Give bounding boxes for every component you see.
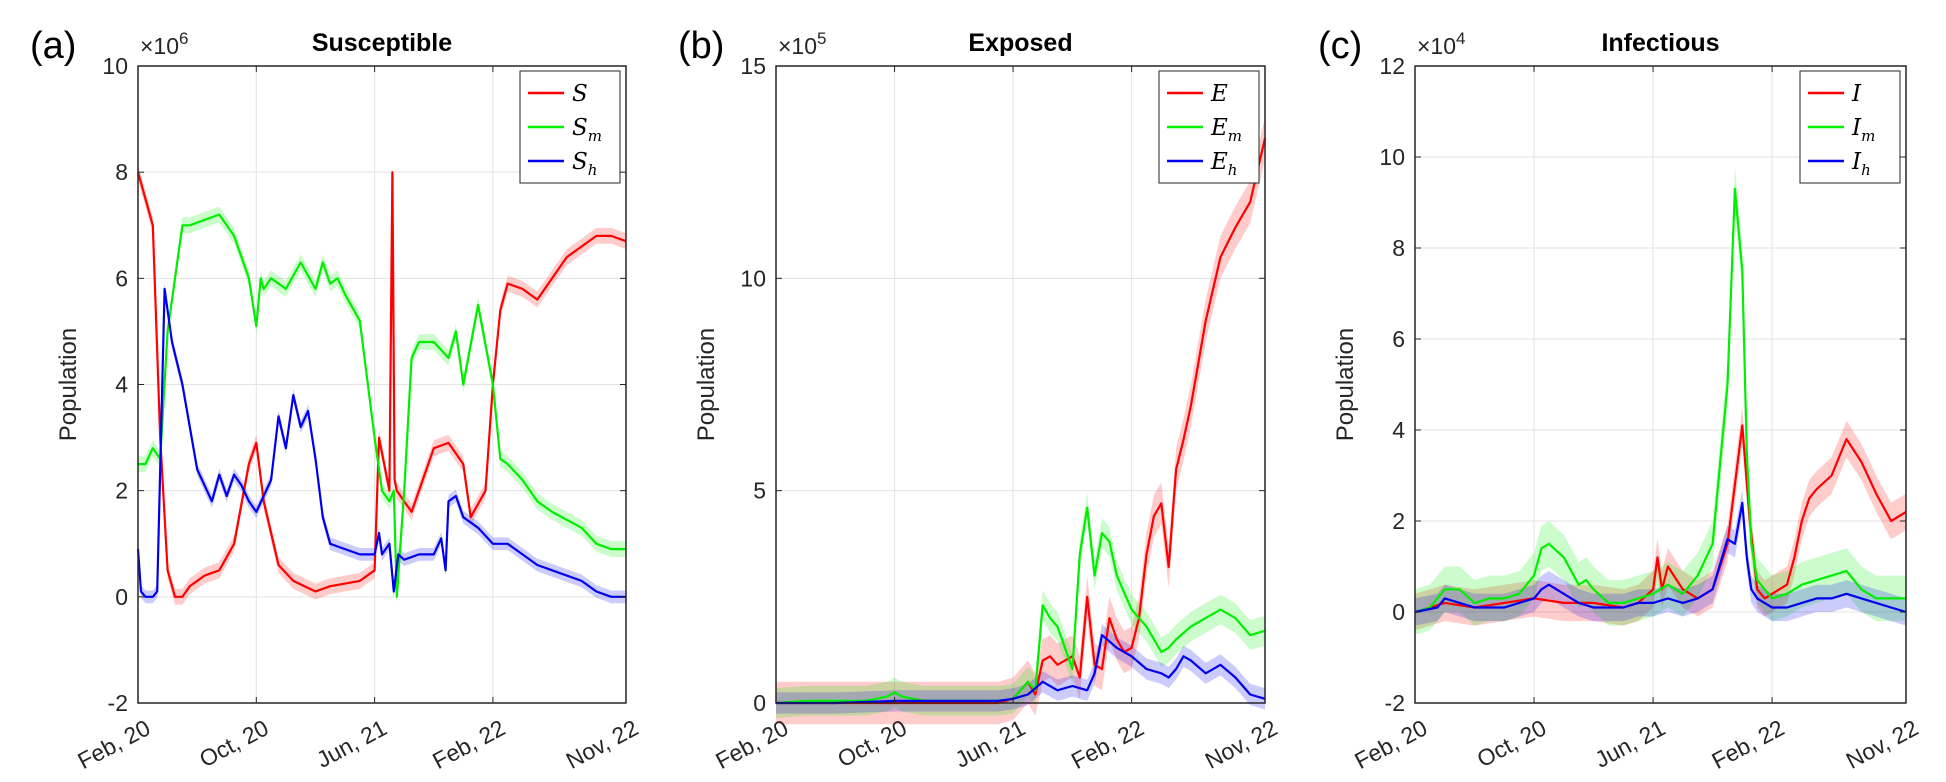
y-axis-label: Population	[55, 328, 82, 441]
series-band-eh	[776, 624, 1265, 714]
y-tick-label: 2	[115, 478, 128, 504]
exponent-base: ×10	[778, 33, 817, 59]
legend-entry: Em	[1210, 115, 1242, 145]
x-tick-label: Jun, 21	[1591, 714, 1670, 772]
legend-subscript: h	[588, 161, 598, 179]
legend-symbol: I	[1851, 81, 1862, 107]
y-tick-label: 10	[1379, 144, 1405, 170]
y-axis-label: Population	[693, 328, 720, 441]
plot-border	[1414, 65, 1907, 704]
series-band-ih	[1415, 489, 1906, 626]
plot-border	[775, 65, 1266, 704]
y-tick-label: -2	[108, 690, 128, 716]
y-tick-label: 2	[1392, 508, 1405, 534]
legend-symbol: S	[572, 115, 588, 141]
series-line-ih	[1414, 501, 1907, 614]
exponent-power: 5	[817, 29, 826, 48]
chart-title: Exposed	[968, 29, 1072, 57]
series-line-em	[775, 506, 1266, 705]
y-tick-label: 8	[115, 159, 128, 185]
series-line-eh	[776, 633, 1266, 705]
panel-1: -2 0 2 4 6 8 10 Feb, 20 Oct, 20 Jun, 21 Feb, 22 Nov…	[30, 25, 642, 774]
exponent-base: ×10	[1417, 33, 1456, 59]
y-tick-label: -2	[1385, 690, 1405, 716]
series-band-e	[776, 117, 1265, 725]
y-exponent: ×104	[1417, 29, 1465, 59]
panel-label: (b)	[678, 25, 724, 67]
y-tick-label: 0	[1392, 599, 1405, 625]
chart-title: Susceptible	[312, 29, 452, 57]
legend-entry: Sm	[572, 115, 602, 145]
chart-title: Infectious	[1601, 29, 1719, 57]
legend-entry: Im	[1851, 115, 1875, 145]
legend-entry: Ih	[1851, 149, 1871, 179]
series-line-im	[1414, 187, 1906, 614]
series-line-sm	[138, 213, 626, 598]
legend-subscript: m	[1228, 127, 1242, 145]
x-tick-label: Feb, 22	[1067, 714, 1148, 774]
panel-label: (a)	[30, 25, 76, 67]
x-tick-label: Feb, 22	[1707, 714, 1788, 774]
x-tick-label: Nov, 22	[1201, 714, 1282, 773]
legend-symbol: E	[1210, 115, 1228, 141]
y-tick-label: 10	[102, 53, 128, 79]
y-tick-label: 0	[753, 690, 766, 716]
series-band-im	[1415, 166, 1906, 635]
series-line-sh	[136, 287, 626, 598]
y-tick-label: 10	[740, 265, 766, 291]
legend-entry: I	[1851, 81, 1862, 107]
legend-symbol: E	[1210, 81, 1228, 107]
legend-entry: Eh	[1210, 149, 1237, 179]
y-tick-label: 6	[115, 265, 128, 291]
x-tick-label: Jun, 21	[312, 714, 391, 772]
legend-subscript: h	[1861, 161, 1871, 179]
x-tick-label: Nov, 22	[562, 714, 643, 773]
x-tick-label: Oct, 20	[195, 714, 273, 772]
x-tick-label: Feb, 22	[428, 714, 509, 774]
series-band-em	[776, 492, 1265, 718]
panel-label: (c)	[1318, 25, 1362, 67]
legend-symbol: I	[1851, 149, 1862, 175]
legend-subscript: m	[1861, 127, 1875, 145]
legend-symbol: S	[572, 81, 588, 107]
y-tick-label: 4	[1392, 417, 1405, 443]
y-tick-label: 0	[115, 584, 128, 610]
x-tick-label: Nov, 22	[1842, 714, 1923, 773]
legend-symbol: E	[1210, 149, 1228, 175]
series-line-s	[136, 171, 627, 598]
legend-subscript: m	[588, 127, 602, 145]
y-axis-label: Population	[1332, 328, 1359, 441]
legend-entry: Sh	[572, 149, 597, 179]
y-tick-label: 4	[115, 372, 128, 398]
panel-3: -2 0 2 4 6 8 10 12 Feb, 20 Oct, 20 Jun, 21 Feb, 22 N…	[1318, 25, 1922, 774]
series-band-i	[1415, 407, 1906, 631]
legend-symbol: S	[572, 149, 588, 175]
legend-subscript: h	[1228, 161, 1238, 179]
y-tick-label: 12	[1379, 53, 1405, 79]
y-tick-label: 8	[1392, 235, 1405, 261]
exponent-base: ×10	[140, 33, 179, 59]
y-tick-label: 15	[740, 53, 766, 79]
y-tick-label: 6	[1392, 326, 1405, 352]
exponent-power: 4	[1456, 29, 1465, 48]
x-tick-label: Oct, 20	[1473, 714, 1551, 772]
legend-entry: S	[572, 81, 588, 107]
exponent-power: 6	[179, 29, 188, 48]
x-tick-label: Feb, 20	[73, 714, 154, 774]
y-exponent: ×105	[778, 29, 826, 59]
y-tick-label: 5	[753, 478, 766, 504]
x-tick-label: Feb, 20	[1350, 714, 1431, 774]
legend-entry: E	[1210, 81, 1228, 107]
series-line-i	[1414, 424, 1907, 614]
legend-symbol: I	[1851, 115, 1862, 141]
y-exponent: ×106	[140, 29, 188, 59]
x-tick-label: Feb, 20	[711, 714, 792, 774]
